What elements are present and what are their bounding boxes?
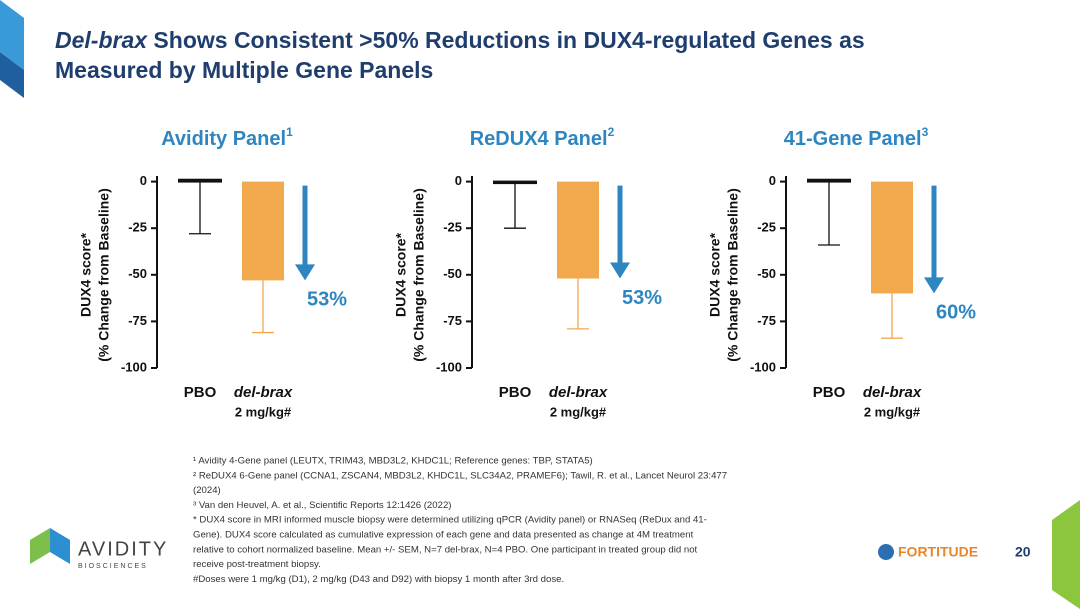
y-tick-label: 0: [769, 173, 776, 188]
y-axis-label: (% Change from Baseline): [725, 188, 741, 361]
chart-title-text: Avidity Panel: [161, 128, 286, 150]
y-tick-label: -50: [128, 266, 147, 281]
y-axis-label: (% Change from Baseline): [411, 188, 427, 361]
y-tick-label: -25: [757, 220, 776, 235]
title-rest: Shows Consistent >50% Reductions in DUX4…: [147, 27, 865, 53]
page-number: 20: [1015, 544, 1031, 560]
footnote: Gene). DUX4 score calculated as cumulati…: [193, 530, 694, 541]
logo-right-icon: [878, 544, 894, 560]
bar: [557, 181, 599, 279]
corner-decoration: [0, 52, 24, 98]
footnote: #Doses were 1 mg/kg (D1), 2 mg/kg (D43 a…: [193, 574, 564, 585]
y-tick-label: -25: [443, 220, 462, 235]
x-tick-sublabel: 2 mg/kg#: [550, 404, 607, 419]
bar: [242, 181, 284, 281]
y-tick-label: 0: [140, 173, 147, 188]
chart-title-sup: 2: [608, 125, 615, 139]
y-tick-label: -75: [128, 313, 147, 328]
footnotes: ¹ Avidity 4-Gene panel (LEUTX, TRIM43, M…: [193, 456, 727, 585]
x-tick-label: PBO: [184, 384, 217, 401]
chart-title-text: ReDUX4 Panel: [470, 128, 608, 150]
y-tick-label: -75: [757, 313, 776, 328]
chart-title-text: 41-Gene Panel: [784, 128, 922, 150]
bar: [807, 178, 851, 183]
footnote: receive post-treatment biopsy.: [193, 559, 321, 570]
y-tick-label: -50: [757, 266, 776, 281]
slide-title: Del-brax Shows Consistent >50% Reduction…: [55, 27, 865, 53]
y-tick-label: -50: [443, 266, 462, 281]
y-tick-label: -100: [750, 359, 776, 374]
x-tick-sublabel: 2 mg/kg#: [235, 404, 292, 419]
y-tick-label: -100: [121, 359, 147, 374]
title-italic: Del-brax: [55, 27, 148, 53]
bar: [871, 181, 913, 294]
chart-title-sup: 3: [922, 125, 929, 139]
slide-title-line2: Measured by Multiple Gene Panels: [55, 57, 433, 83]
y-tick-label: -25: [128, 220, 147, 235]
x-tick-label: del-brax: [549, 384, 608, 401]
footnote: (2024): [193, 485, 221, 496]
logo-left-sub: BIOSCIENCES: [78, 563, 148, 570]
y-tick-label: 0: [455, 173, 462, 188]
y-axis-label: DUX4 score*: [78, 232, 94, 317]
logo-right: FORTITUDE: [898, 544, 978, 560]
logo-icon: [30, 528, 50, 564]
y-axis-label: DUX4 score*: [393, 232, 409, 317]
reduction-arrow-head: [295, 264, 315, 281]
logo-left: AVIDITY: [78, 538, 168, 560]
chart-title: ReDUX4 Panel2: [470, 125, 615, 150]
bar: [493, 180, 537, 185]
y-axis-label: (% Change from Baseline): [96, 188, 112, 361]
x-tick-sublabel: 2 mg/kg#: [864, 404, 921, 419]
x-tick-label: PBO: [499, 384, 532, 401]
corner-decoration: [1052, 500, 1080, 609]
x-tick-label: del-brax: [234, 384, 293, 401]
reduction-arrow-head: [924, 277, 944, 294]
footnote: ³ Van den Heuvel, A. et al., Scientific …: [193, 500, 451, 511]
chart-title-sup: 1: [286, 125, 293, 139]
logo-icon: [50, 528, 70, 564]
chart-title: 41-Gene Panel3: [784, 125, 929, 150]
footnote: * DUX4 score in MRI informed muscle biop…: [193, 515, 707, 526]
footnote: ¹ Avidity 4-Gene panel (LEUTX, TRIM43, M…: [193, 456, 593, 467]
bar: [178, 178, 222, 183]
reduction-label: 53%: [622, 287, 662, 309]
footnote: relative to cohort normalized baseline. …: [193, 544, 698, 555]
y-axis-label: DUX4 score*: [707, 232, 723, 317]
chart-title: Avidity Panel1: [161, 125, 293, 150]
y-tick-label: -75: [443, 313, 462, 328]
reduction-arrow-head: [610, 262, 630, 279]
corner-decoration: [0, 0, 24, 70]
x-tick-label: PBO: [813, 384, 846, 401]
x-tick-label: del-brax: [863, 384, 922, 401]
reduction-label: 60%: [936, 302, 976, 324]
reduction-label: 53%: [307, 289, 347, 311]
footnote: ² ReDUX4 6-Gene panel (CCNA1, ZSCAN4, MB…: [193, 470, 727, 481]
y-tick-label: -100: [436, 359, 462, 374]
